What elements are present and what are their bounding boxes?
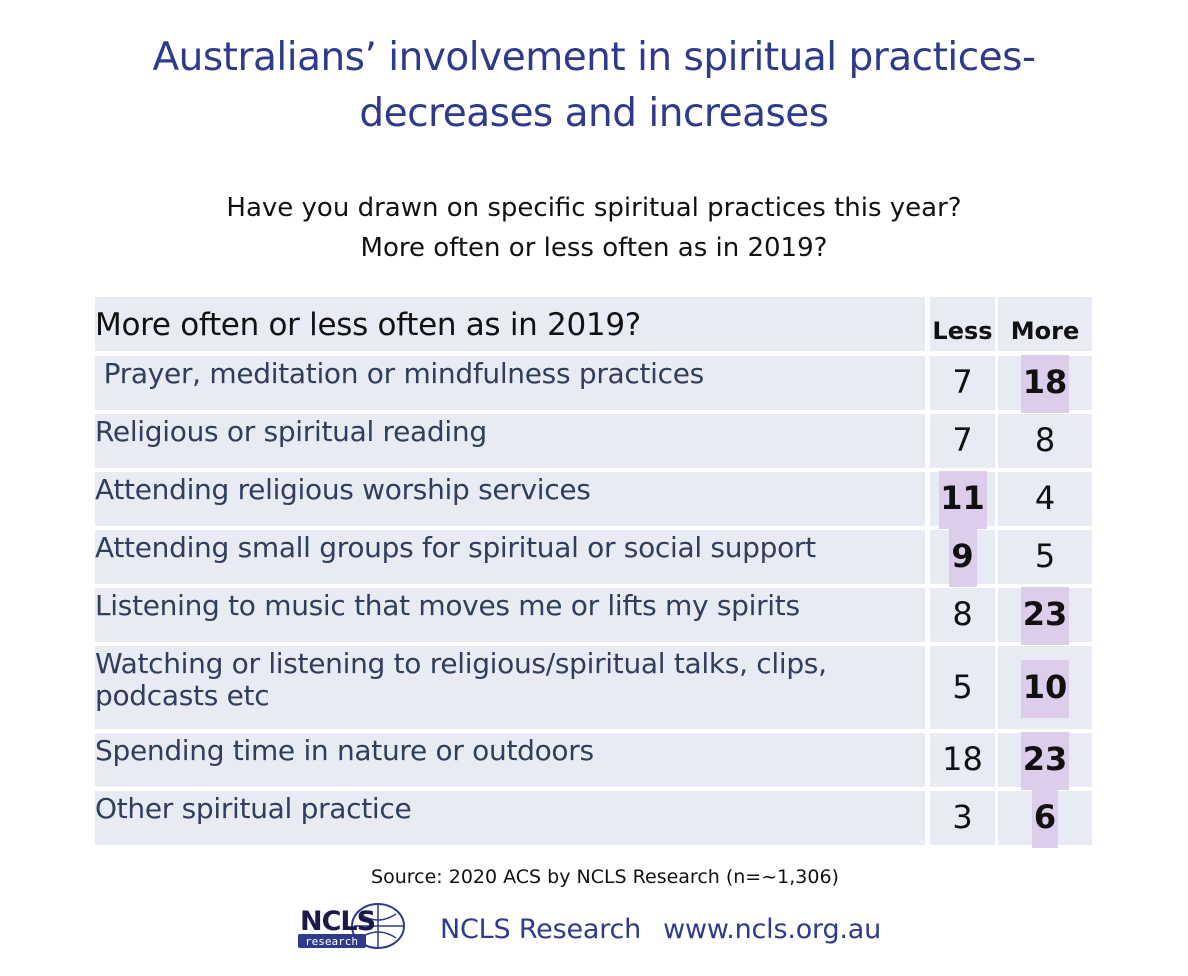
more-cell: 8 bbox=[998, 414, 1092, 468]
row-label-cell: Attending small groups for spiritual or … bbox=[95, 530, 925, 584]
more-cell: 6 bbox=[998, 790, 1092, 848]
more-highlight bbox=[1032, 790, 1058, 848]
footer-url: www.ncls.org.au bbox=[663, 914, 882, 945]
title-line-1: Australians’ involvement in spiritual pr… bbox=[152, 35, 1036, 80]
more-highlight bbox=[1021, 660, 1069, 718]
row-label-cell: Spending time in nature or outdoors bbox=[95, 733, 925, 787]
more-cell: 5 bbox=[998, 530, 1092, 584]
footer-org: NCLS Research bbox=[440, 914, 642, 945]
less-value: 7 bbox=[952, 421, 973, 459]
subtitle-line-2: More often or less often as in 2019? bbox=[360, 233, 828, 263]
more-value: 4 bbox=[1034, 479, 1056, 517]
less-value: 7 bbox=[952, 363, 973, 401]
row-label-cell: Religious or spiritual reading bbox=[95, 414, 925, 468]
logo-wordmark: NCLS bbox=[300, 906, 375, 937]
row-label: Attending religious worship services bbox=[95, 473, 591, 506]
less-cell: 7 bbox=[930, 356, 995, 410]
header-more-cell: More bbox=[998, 297, 1092, 351]
more-value: 8 bbox=[1034, 421, 1056, 459]
more-highlight bbox=[1021, 355, 1069, 413]
source-note: Source: 2020 ACS by NCLS Research (n=~1,… bbox=[371, 866, 839, 888]
less-cell: 11 bbox=[930, 471, 995, 529]
row-label-cell: Watching or listening to religious/spiri… bbox=[95, 646, 925, 729]
table-header-title: More often or less often as in 2019? bbox=[95, 307, 641, 343]
header-label-cell: More often or less often as in 2019? bbox=[95, 297, 925, 351]
more-cell: 18 bbox=[998, 355, 1092, 413]
less-value: 5 bbox=[952, 668, 973, 706]
less-value: 8 bbox=[952, 595, 973, 633]
less-value: 9 bbox=[951, 537, 974, 575]
less-cell: 9 bbox=[930, 529, 995, 587]
less-value: 3 bbox=[952, 798, 973, 836]
more-value: 23 bbox=[1022, 595, 1068, 633]
row-label-cell: Other spiritual practice bbox=[95, 791, 925, 845]
less-value: 18 bbox=[942, 740, 983, 778]
more-cell: 23 bbox=[998, 732, 1092, 790]
more-value: 5 bbox=[1034, 537, 1056, 575]
less-value: 11 bbox=[940, 479, 985, 517]
subtitle-line-1: Have you drawn on specific spiritual pra… bbox=[226, 193, 962, 223]
column-header-more: More bbox=[1010, 317, 1080, 345]
footer: NCLS Research www.ncls.org.au bbox=[440, 914, 881, 945]
less-cell: 18 bbox=[930, 733, 995, 787]
more-value: 6 bbox=[1033, 798, 1057, 836]
row-label-cell: Listening to music that moves me or lift… bbox=[95, 588, 925, 642]
less-cell: 7 bbox=[930, 414, 995, 468]
ncls-logo-icon: NCLS research bbox=[298, 903, 405, 949]
row-label: Listening to music that moves me or lift… bbox=[95, 589, 800, 622]
row-label-cell: Prayer, meditation or mindfulness practi… bbox=[95, 356, 925, 410]
row-label: Prayer, meditation or mindfulness practi… bbox=[95, 357, 705, 390]
more-cell: 23 bbox=[998, 587, 1092, 645]
more-highlight bbox=[1021, 587, 1069, 645]
more-value: 10 bbox=[1022, 668, 1068, 706]
title-line-2: decreases and increases bbox=[359, 91, 829, 136]
less-cell: 3 bbox=[930, 791, 995, 845]
row-label: Other spiritual practice bbox=[95, 792, 412, 825]
column-header-less: Less bbox=[932, 317, 993, 345]
chart-title: Australians’ involvement in spiritual pr… bbox=[0, 30, 1188, 142]
more-value: 18 bbox=[1022, 363, 1068, 401]
row-label: Spending time in nature or outdoors bbox=[95, 734, 594, 767]
more-cell: 10 bbox=[998, 646, 1092, 729]
less-highlight bbox=[938, 471, 987, 529]
row-label: Watching or listening to religious/spiri… bbox=[95, 647, 836, 712]
question-subtitle: Have you drawn on specific spiritual pra… bbox=[0, 188, 1188, 268]
less-cell: 8 bbox=[930, 588, 995, 642]
less-cell: 5 bbox=[930, 646, 995, 729]
row-label: Attending small groups for spiritual or … bbox=[95, 531, 816, 564]
logo-subword: research bbox=[305, 935, 358, 948]
more-cell: 4 bbox=[998, 472, 1092, 526]
less-highlight bbox=[948, 529, 977, 587]
header-less-cell: Less bbox=[930, 297, 995, 351]
row-label-cell: Attending religious worship services bbox=[95, 472, 925, 526]
row-label: Religious or spiritual reading bbox=[95, 415, 487, 448]
more-highlight bbox=[1021, 732, 1069, 790]
more-value: 23 bbox=[1022, 740, 1068, 778]
